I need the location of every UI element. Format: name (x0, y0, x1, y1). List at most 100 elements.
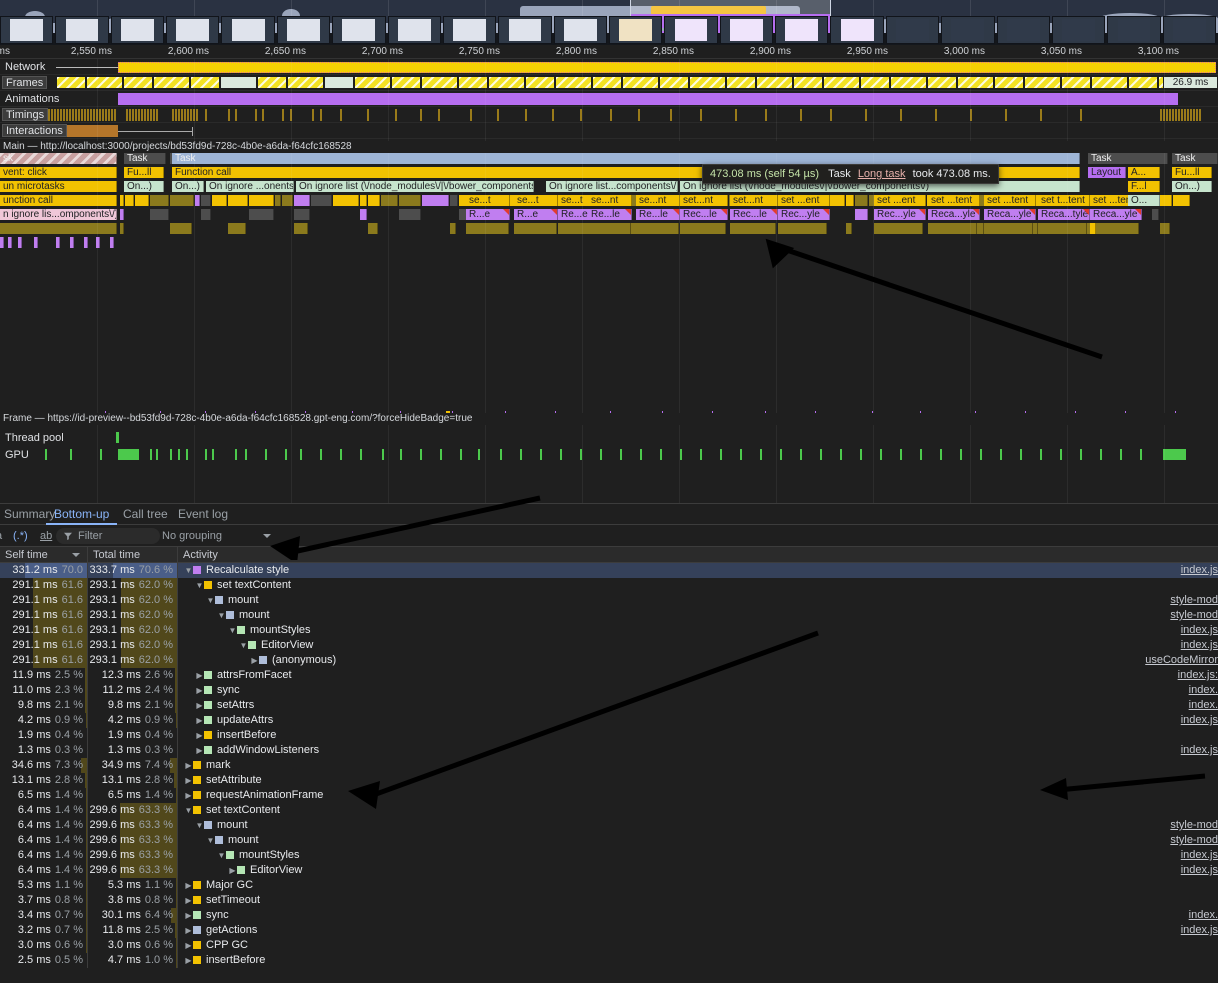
flame-block[interactable] (0, 223, 117, 234)
flame-block[interactable]: O... (1128, 195, 1160, 206)
chevron-right-icon[interactable]: ▶ (196, 746, 203, 755)
timing-mark[interactable] (54, 109, 56, 121)
table-row[interactable]: 6.5 ms 1.4 % 6.5 ms 1.4 % ▶ requestAnimationF… (0, 788, 1218, 803)
gpu-block[interactable] (134, 449, 139, 460)
flame-block[interactable] (294, 223, 308, 234)
frame-block[interactable] (458, 76, 488, 89)
source-link[interactable]: index.js (1180, 864, 1218, 876)
timing-mark[interactable] (865, 109, 867, 121)
timing-mark[interactable] (610, 109, 612, 121)
chevron-right-icon[interactable]: ▶ (196, 731, 203, 740)
source-link[interactable]: index. (1188, 909, 1218, 921)
cell-activity[interactable]: ▶ sync (178, 908, 1218, 923)
frame-block[interactable] (190, 76, 220, 89)
frame-block[interactable] (689, 76, 726, 89)
timing-mark[interactable] (184, 109, 186, 121)
chevron-down-icon[interactable]: ▼ (184, 806, 193, 815)
timing-mark[interactable] (320, 109, 322, 121)
gpu-block[interactable] (800, 449, 802, 460)
frame-duration-badge[interactable]: 26.9 ms (1163, 76, 1218, 89)
gpu-block[interactable] (265, 449, 267, 460)
interaction-block[interactable] (56, 125, 118, 137)
timing-mark[interactable] (970, 109, 972, 121)
gpu-block[interactable] (980, 449, 982, 460)
gpu-block[interactable] (960, 449, 962, 460)
table-row[interactable]: 11.0 ms 2.3 % 11.2 ms 2.4 % ▶ sync index. (0, 683, 1218, 698)
flame-block[interactable]: set...nt (730, 195, 778, 206)
flame-block[interactable] (422, 195, 449, 206)
timing-mark[interactable] (102, 109, 104, 121)
gpu-block[interactable] (840, 449, 842, 460)
gpu-block[interactable] (780, 449, 782, 460)
gpu-block[interactable] (212, 449, 214, 460)
filmstrip-frame[interactable] (553, 16, 607, 44)
filmstrip-frame[interactable] (941, 16, 995, 44)
frame-block[interactable] (123, 76, 153, 89)
gpu-block[interactable] (1140, 449, 1142, 460)
gpu-block[interactable] (1120, 449, 1122, 460)
source-link[interactable]: style-mod (1170, 594, 1218, 606)
frame-block[interactable] (823, 76, 860, 89)
cell-activity[interactable]: ▶ EditorView (178, 863, 1218, 878)
gpu-block[interactable] (478, 449, 480, 460)
flame-block[interactable]: Rec...yle (778, 209, 830, 220)
gpu-block[interactable] (460, 449, 462, 460)
flame-block[interactable] (150, 209, 169, 220)
timing-mark[interactable] (470, 109, 472, 121)
table-row[interactable]: 34.6 ms 7.3 % 34.9 ms 7.4 % ▶ mark (0, 758, 1218, 773)
filmstrip-frame[interactable] (885, 16, 940, 44)
timing-mark[interactable] (66, 109, 68, 121)
table-row[interactable]: 4.2 ms 0.9 % 4.2 ms 0.9 % ▶ updateAttrs index.… (0, 713, 1218, 728)
frame-block[interactable] (354, 76, 391, 89)
gpu-block[interactable] (245, 449, 247, 460)
frame-block[interactable] (86, 76, 123, 89)
timing-mark[interactable] (638, 109, 640, 121)
gpu-block[interactable] (680, 449, 682, 460)
flame-block[interactable]: set ...tent (984, 195, 1036, 206)
timing-mark[interactable] (580, 109, 582, 121)
timing-mark[interactable] (1196, 109, 1198, 121)
flame-block[interactable] (228, 195, 248, 206)
frame-block[interactable] (994, 76, 1024, 89)
flame-block[interactable]: Reca...yle (928, 209, 980, 220)
flame-block[interactable]: Task (1172, 153, 1218, 164)
timing-mark[interactable] (1040, 109, 1042, 121)
timing-mark[interactable] (290, 109, 292, 121)
flame-block[interactable] (399, 195, 421, 206)
filmstrip-frame[interactable] (166, 16, 220, 44)
chevron-right-icon[interactable]: ▶ (251, 656, 258, 665)
flame-block[interactable] (1152, 209, 1159, 220)
timing-mark[interactable] (196, 109, 198, 121)
flame-block[interactable] (368, 223, 378, 234)
flame-block[interactable] (722, 223, 726, 234)
gpu-block[interactable] (285, 449, 287, 460)
timing-mark[interactable] (87, 109, 89, 121)
gpu-block[interactable] (340, 449, 342, 460)
chevron-right-icon[interactable]: ▶ (185, 941, 192, 950)
flame-block[interactable] (823, 223, 827, 234)
flame-block[interactable] (919, 223, 923, 234)
flame-block[interactable]: Function call (172, 167, 1080, 178)
track-animations[interactable]: Animations (0, 91, 1218, 107)
flame-block[interactable] (56, 237, 60, 248)
gpu-block[interactable] (186, 449, 188, 460)
flame-block[interactable] (311, 195, 332, 206)
gpu-block[interactable] (760, 449, 762, 460)
chevron-right-icon[interactable]: ▶ (185, 956, 192, 965)
chevron-right-icon[interactable]: ▶ (229, 866, 236, 875)
chevron-down-icon[interactable]: ▼ (206, 836, 215, 845)
table-row[interactable]: 3.4 ms 0.7 % 30.1 ms 6.4 % ▶ sync index. (0, 908, 1218, 923)
frame-block[interactable] (890, 76, 927, 89)
flame-block[interactable] (973, 223, 977, 234)
chevron-right-icon[interactable]: ▶ (196, 701, 203, 710)
cell-activity[interactable]: ▼ EditorView (178, 638, 1218, 653)
timing-mark[interactable] (205, 109, 207, 121)
data-toggle[interactable]: a (0, 525, 2, 547)
flame-block[interactable] (34, 237, 38, 248)
flame-block[interactable]: Rec...yle (874, 209, 926, 220)
gpu-block[interactable] (150, 449, 152, 460)
tab-event-log[interactable]: Event log (178, 507, 229, 521)
filter-input[interactable]: Filter (56, 528, 160, 544)
